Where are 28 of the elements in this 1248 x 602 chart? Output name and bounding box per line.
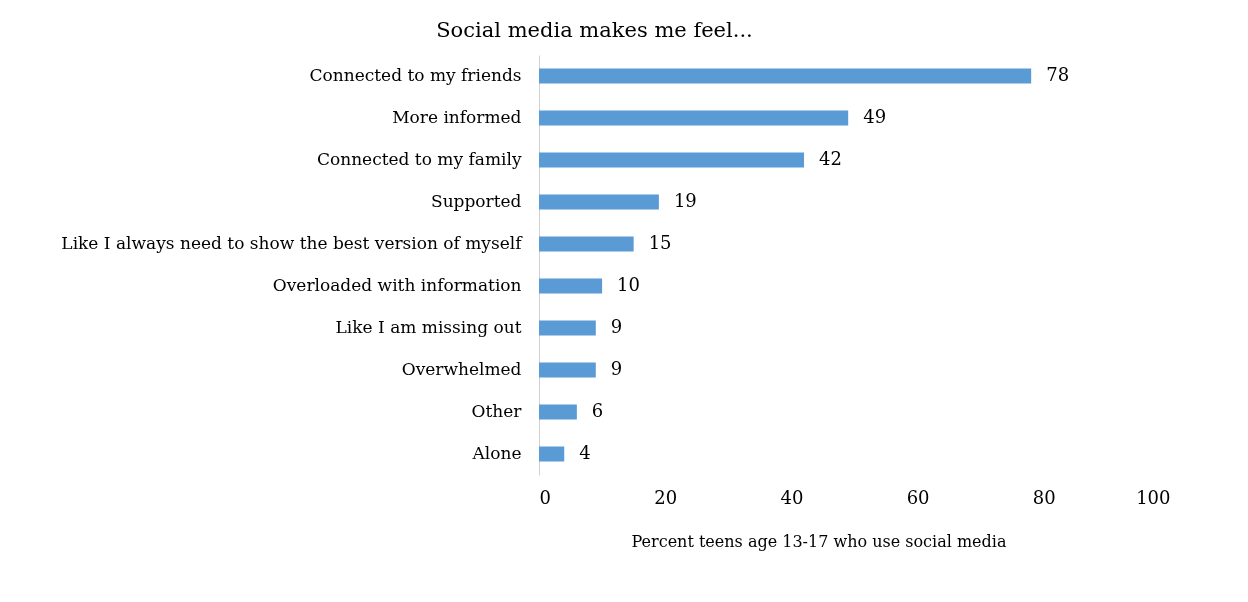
chart-title: Social media makes me feel... <box>436 18 753 42</box>
data-label: 49 <box>863 106 887 127</box>
x-tick-label: 60 <box>906 486 930 508</box>
data-label: 10 <box>617 274 641 295</box>
data-label: 6 <box>591 400 604 421</box>
y-tick-label: Overwhelmed <box>401 359 522 379</box>
y-tick-label: Supported <box>431 191 522 211</box>
y-tick-label: More informed <box>392 107 522 127</box>
data-label: 15 <box>648 232 672 253</box>
y-tick-label: Connected to my family <box>316 149 522 169</box>
data-label: 78 <box>1046 64 1070 85</box>
y-tick-label: Connected to my friends <box>309 65 522 85</box>
x-tick-label: 20 <box>654 486 678 508</box>
data-label: 9 <box>610 316 623 337</box>
y-tick-label: Overloaded with information <box>272 275 522 295</box>
data-label: 9 <box>610 358 623 379</box>
y-tick-label: Like I always need to show the best version of myself <box>61 233 524 253</box>
x-tick-label: 80 <box>1032 486 1056 508</box>
x-tick-label: 100 <box>1136 486 1171 508</box>
x-tick-label: 0 <box>539 486 551 508</box>
data-label: 42 <box>819 148 842 169</box>
data-label: 4 <box>579 442 591 463</box>
data-label: 19 <box>673 190 697 211</box>
y-tick-label: Alone <box>471 443 522 463</box>
y-tick-label: Other <box>471 401 523 421</box>
x-tick-label: 40 <box>780 486 804 508</box>
y-tick-label: Like I am missing out <box>335 317 522 337</box>
x-axis-title: Percent teens age 13-17 who use social media <box>631 531 1007 551</box>
